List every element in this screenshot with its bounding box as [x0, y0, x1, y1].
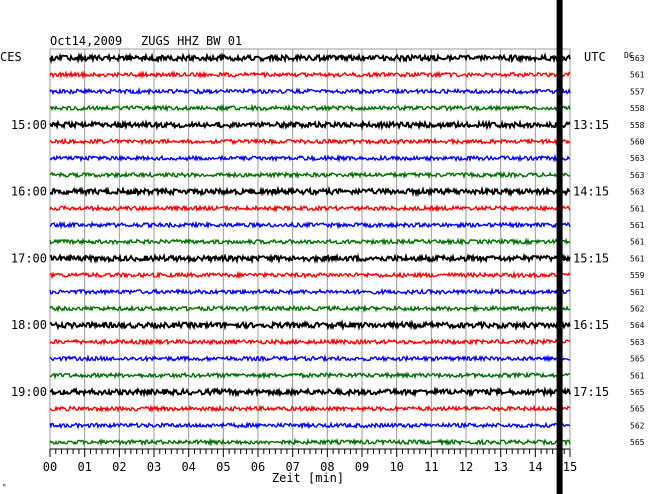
trace-row — [49, 170, 571, 180]
event-marker — [556, 0, 563, 494]
dc-value: 561 — [630, 254, 645, 263]
left-time-label: 18:00 — [11, 318, 47, 332]
dc-value: 560 — [630, 138, 645, 147]
right-time-label: 13:15 — [573, 118, 609, 132]
dc-values: 563 561 557 558 558 560 563 563 563 561 561 561 561 5… — [630, 54, 645, 447]
left-time-label: 15:00 — [11, 118, 47, 132]
dc-value: 558 — [630, 104, 645, 113]
trace-row — [49, 153, 570, 163]
dc-value: 561 — [630, 71, 645, 80]
trace-row — [49, 119, 571, 131]
trace-row — [49, 303, 571, 314]
right-time-label: 14:15 — [573, 185, 609, 199]
x-tick-label: 07 — [285, 460, 299, 474]
header-station: ZUGS HHZ BW 01 — [141, 34, 242, 48]
trace-row — [49, 70, 571, 80]
x-tick-label: 11 — [424, 460, 438, 474]
dc-value: 561 — [630, 204, 645, 213]
trace-row — [49, 52, 571, 64]
trace-row — [49, 270, 571, 280]
dc-value: 563 — [630, 154, 645, 163]
dc-value: 559 — [630, 271, 645, 280]
trace-row — [49, 252, 571, 265]
left-timezone: CES — [0, 50, 22, 64]
trace-row — [49, 287, 571, 297]
trace-row — [49, 437, 571, 447]
trace-row — [49, 337, 571, 347]
right-time-label: 16:15 — [573, 318, 609, 332]
x-tick-label: 03 — [147, 460, 161, 474]
dc-value: 562 — [630, 421, 645, 430]
trace-lines — [49, 52, 571, 447]
trace-row — [49, 319, 571, 332]
dc-value: 561 — [630, 371, 645, 380]
x-tick-label: 10 — [389, 460, 403, 474]
dc-value: 557 — [630, 87, 645, 96]
right-time-label: 15:15 — [573, 251, 609, 265]
trace-row — [49, 237, 571, 247]
dc-value: 564 — [630, 321, 645, 330]
left-time-label: 17:00 — [11, 251, 47, 265]
header-date: Oct14,2009 — [50, 34, 122, 48]
dc-value: 562 — [630, 305, 645, 314]
x-tick-label: 12 — [459, 460, 473, 474]
x-axis-label: Zeit [min] — [272, 471, 344, 485]
trace-row — [49, 185, 571, 198]
x-tick-label: 06 — [251, 460, 265, 474]
corner-mark: ᴹ — [2, 483, 6, 491]
trace-row — [49, 203, 571, 213]
left-time-label: 19:00 — [11, 385, 47, 399]
x-tick-label: 13 — [493, 460, 507, 474]
trace-row — [49, 103, 571, 113]
x-tick-label: 00 — [43, 460, 57, 474]
dc-value: 565 — [630, 405, 645, 414]
trace-row — [49, 137, 571, 146]
dc-value: 563 — [630, 338, 645, 347]
dc-value: 563 — [630, 188, 645, 197]
time-axis: 00 01 02 03 04 05 06 07 08 09 10 11 12 13 14 15 — [43, 448, 577, 474]
event-marker-bar — [556, 0, 563, 494]
trace-row — [49, 386, 571, 398]
trace-row — [49, 86, 571, 96]
trace-row — [49, 220, 571, 230]
right-timezone: UTC — [584, 50, 606, 64]
trace-row — [49, 371, 571, 380]
x-tick-label: 08 — [320, 460, 334, 474]
x-tick-label: 14 — [528, 460, 542, 474]
dc-value: 563 — [630, 171, 645, 180]
trace-row — [49, 404, 571, 413]
dc-value: 565 — [630, 438, 645, 447]
dc-header: DC — [624, 51, 634, 60]
dc-value: 558 — [630, 121, 645, 130]
x-tick-label: 01 — [77, 460, 91, 474]
dc-value: 561 — [630, 238, 645, 247]
minute-grid — [49, 48, 571, 450]
dc-value: 561 — [630, 288, 645, 297]
dc-value: 561 — [630, 221, 645, 230]
x-tick-label: 04 — [181, 460, 195, 474]
x-tick-label: 15 — [563, 460, 577, 474]
x-tick-label: 05 — [216, 460, 230, 474]
time-labels: 15:00 16:00 17:00 18:00 19:00 13:15 14:15 15:15… — [11, 118, 609, 399]
dc-value: 565 — [630, 388, 645, 397]
x-tick-label: 02 — [112, 460, 126, 474]
trace-row — [49, 353, 571, 363]
x-tick-label: 09 — [355, 460, 369, 474]
trace-row — [49, 421, 571, 430]
dc-value: 563 — [630, 54, 645, 63]
right-time-label: 17:15 — [573, 385, 609, 399]
dc-value: 565 — [630, 355, 645, 364]
left-time-label: 16:00 — [11, 185, 47, 199]
